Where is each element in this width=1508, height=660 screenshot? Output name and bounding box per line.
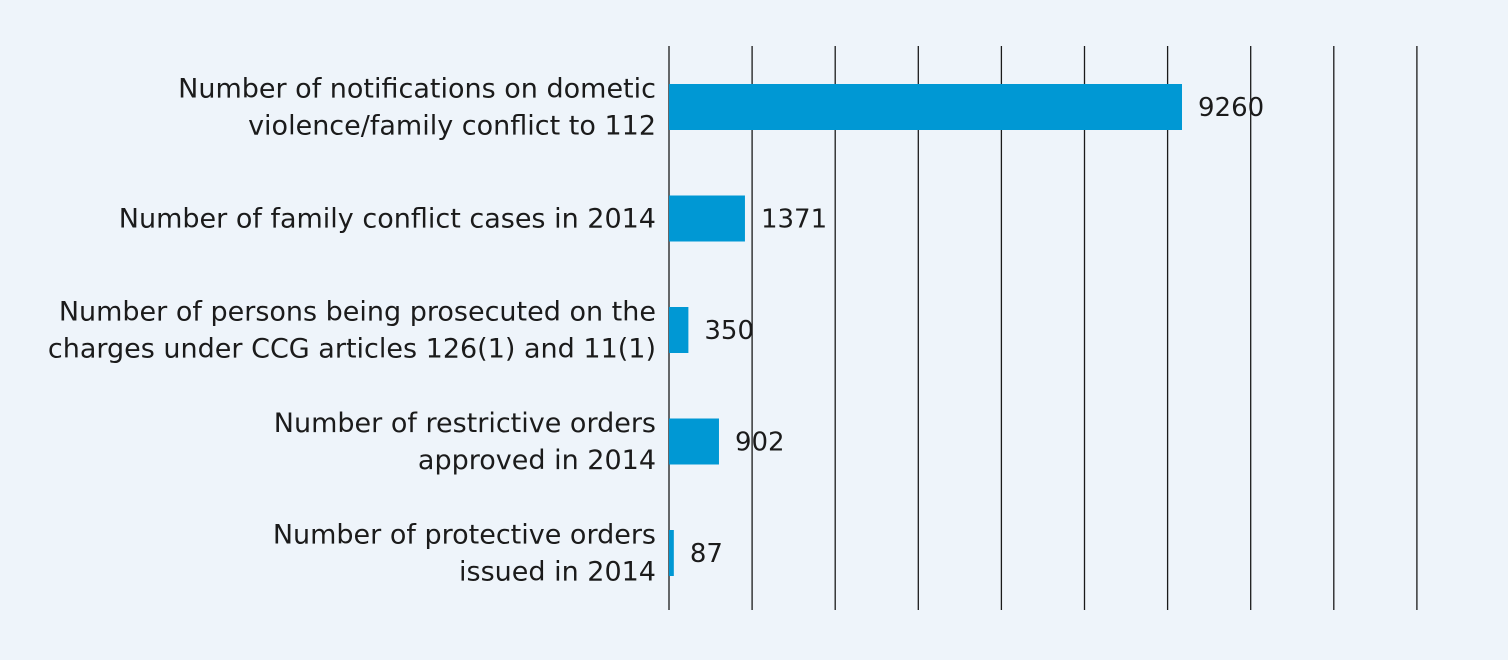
- category-label-line: Number of notifications on dometic: [178, 74, 656, 105]
- data-label: 9260: [1198, 93, 1264, 123]
- category-label-line: Number of family conflict cases in 2014: [119, 204, 656, 235]
- bar: [669, 307, 689, 353]
- category-label-line: violence/family conflict to 112: [248, 111, 656, 142]
- category-label-line: approved in 2014: [418, 445, 656, 476]
- category-label: Number of notifications on dometic violen…: [178, 74, 656, 142]
- category-label-line: issued in 2014: [459, 557, 656, 588]
- bar: [669, 418, 719, 465]
- category-label: Number of restrictive orders approved in …: [274, 408, 656, 476]
- data-label: 902: [735, 428, 785, 458]
- category-label: Number of family conflict cases in 2014: [119, 204, 656, 235]
- data-label: 87: [690, 539, 723, 569]
- bar: [669, 195, 745, 242]
- category-label-line: Number of persons being prosecuted on th…: [59, 297, 656, 328]
- category-label: Number of persons being prosecuted on th…: [48, 297, 656, 365]
- grid-lines: [668, 46, 1418, 610]
- bar: [669, 530, 674, 576]
- data-label: 1371: [761, 205, 827, 235]
- category-label-line: Number of protective orders: [273, 520, 656, 551]
- data-label: 350: [704, 316, 754, 346]
- bar: [669, 84, 1183, 130]
- category-label: Number of protective orders issued in 201…: [273, 520, 656, 588]
- category-label-line: charges under CCG articles 126(1) and 11…: [48, 334, 656, 365]
- category-label-line: Number of restrictive orders: [274, 408, 656, 439]
